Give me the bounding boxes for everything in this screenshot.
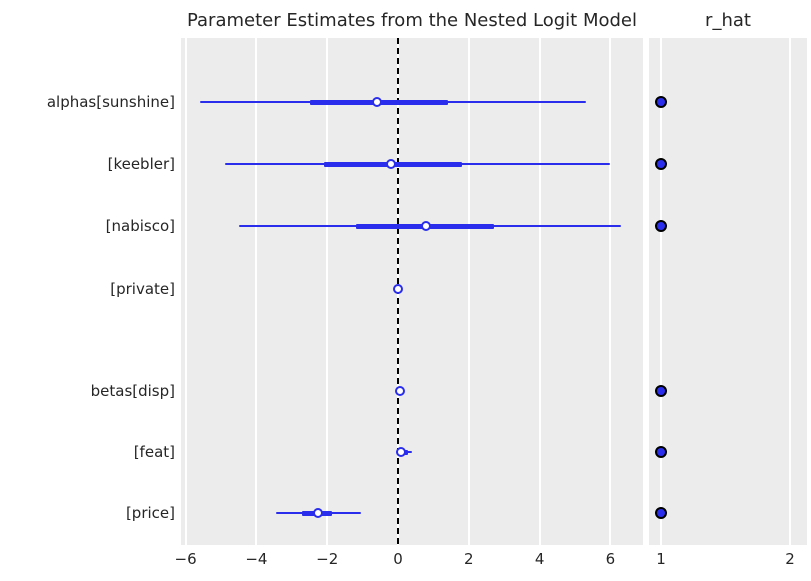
x-tick-label: 6 [605,550,616,568]
row-label: [keebler] [107,155,175,173]
rhat-dot [655,507,667,519]
gridline [609,38,612,545]
row-label: [nabisco] [105,217,175,235]
gridline [326,38,329,545]
median-marker [371,97,382,107]
x-tick-label: 4 [534,550,545,568]
x-tick-label: 0 [393,550,403,568]
row-label: [private] [110,280,175,298]
gridline [184,38,187,545]
x-tick-label: 1 [656,550,666,568]
median-marker [395,447,406,457]
rhat-dot [655,158,667,170]
median-marker [385,159,396,169]
gridline [660,38,662,545]
rhat-dot [655,385,667,397]
median-marker [393,284,403,294]
x-tick-label: −2 [316,550,339,568]
x-tick-label: −6 [174,550,197,568]
x-tick-label: 2 [464,550,474,568]
gridline [255,38,258,545]
rhat-dot [655,220,667,232]
rhat-panel [649,38,807,545]
row-label: betas[disp] [90,382,175,400]
row-label: [feat] [133,443,175,461]
chart-title: Parameter Estimates from the Nested Logi… [186,10,638,31]
median-marker [421,221,432,231]
rhat-panel-title: r_hat [705,10,751,31]
gridline [538,38,541,545]
median-marker [313,508,324,518]
gridline [789,38,791,545]
row-label: alphas[sunshine] [46,93,175,111]
median-marker [394,386,405,396]
rhat-dot [655,96,667,108]
gridline [467,38,470,545]
row-label: [price] [125,504,175,522]
x-tick-label: −4 [245,550,268,568]
x-tick-label: 2 [785,550,795,568]
rhat-dot [655,446,667,458]
forest-panel [181,38,643,545]
